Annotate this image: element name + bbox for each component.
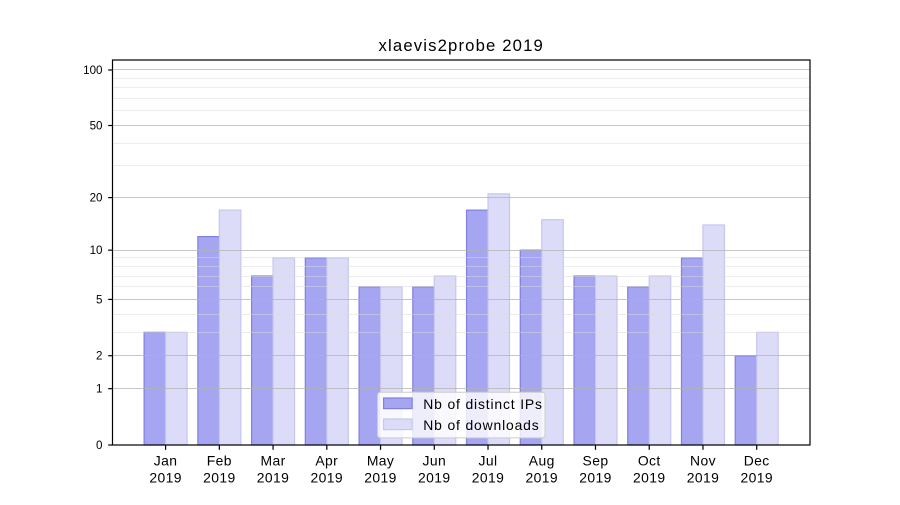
svg-text:2019: 2019	[633, 469, 666, 485]
svg-text:Dec: Dec	[744, 453, 770, 469]
svg-text:May: May	[367, 453, 394, 469]
svg-text:50: 50	[90, 120, 103, 133]
svg-text:2019: 2019	[364, 469, 397, 485]
svg-text:2019: 2019	[526, 469, 559, 485]
svg-text:Mar: Mar	[261, 453, 286, 469]
svg-text:2019: 2019	[257, 469, 290, 485]
svg-text:2019: 2019	[740, 469, 773, 485]
svg-text:2019: 2019	[472, 469, 505, 485]
svg-text:2019: 2019	[149, 469, 182, 485]
svg-text:Aug: Aug	[529, 453, 555, 469]
svg-text:2: 2	[96, 350, 102, 363]
svg-text:2019: 2019	[687, 469, 720, 485]
svg-text:1: 1	[96, 383, 102, 396]
svg-text:10: 10	[90, 244, 103, 257]
svg-text:Nb of distinct IPs: Nb of distinct IPs	[423, 396, 543, 412]
svg-text:Oct: Oct	[638, 453, 661, 469]
svg-text:2019: 2019	[579, 469, 612, 485]
svg-text:2019: 2019	[311, 469, 344, 485]
svg-text:Feb: Feb	[207, 453, 232, 469]
svg-text:Jan: Jan	[154, 453, 178, 469]
svg-text:5: 5	[96, 293, 102, 306]
svg-text:xlaevis2probe 2019: xlaevis2probe 2019	[379, 36, 544, 55]
svg-text:Nov: Nov	[690, 453, 716, 469]
svg-text:Jun: Jun	[422, 453, 446, 469]
svg-text:0: 0	[96, 439, 102, 452]
svg-text:2019: 2019	[418, 469, 451, 485]
svg-text:2019: 2019	[203, 469, 236, 485]
svg-text:Apr: Apr	[315, 453, 338, 469]
svg-text:Jul: Jul	[479, 453, 498, 469]
svg-text:Nb of downloads: Nb of downloads	[423, 417, 539, 433]
svg-text:100: 100	[83, 64, 102, 77]
svg-text:20: 20	[90, 192, 103, 205]
svg-text:Sep: Sep	[583, 453, 609, 469]
